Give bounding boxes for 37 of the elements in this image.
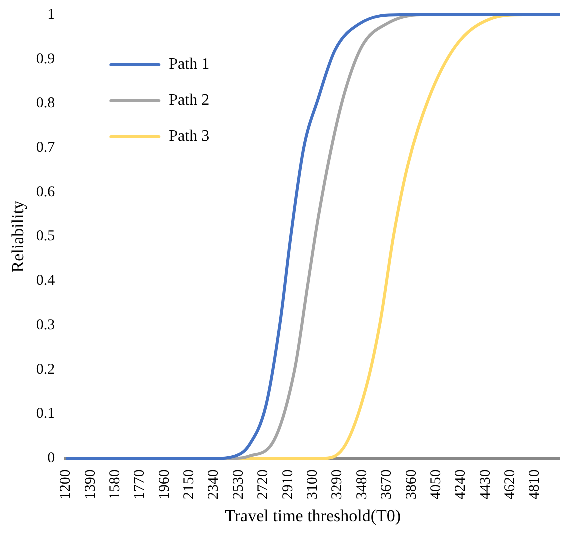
legend-label: Path 1 xyxy=(169,56,210,74)
y-tick-label: 0.3 xyxy=(36,317,56,334)
x-tick-label: 2530 xyxy=(230,470,247,500)
x-tick-label: 4810 xyxy=(527,470,544,500)
x-tick-label: 4430 xyxy=(478,470,494,500)
x-axis-title: Travel time threshold(T0) xyxy=(225,506,402,526)
y-tick-label: 0.4 xyxy=(36,273,56,290)
x-tick-label: 2150 xyxy=(182,470,198,500)
legend-label: Path 3 xyxy=(169,128,210,146)
y-tick-label: 0.8 xyxy=(36,96,56,112)
y-tick-label: 1 xyxy=(48,6,56,23)
x-tick-label: 3670 xyxy=(379,470,396,500)
x-tick-label: 1960 xyxy=(156,470,173,500)
x-tick-label: 3860 xyxy=(404,470,420,500)
x-tick-label: 1770 xyxy=(132,470,148,500)
x-tick-label: 2910 xyxy=(280,470,296,500)
x-tick-label: 3100 xyxy=(305,470,322,500)
x-tick-label: 4240 xyxy=(453,470,470,500)
x-tick-label: 1390 xyxy=(82,470,99,500)
y-axis-title: Reliability xyxy=(8,200,28,273)
x-tick-label: 2720 xyxy=(256,470,272,500)
x-tick-label: 3480 xyxy=(354,470,370,500)
x-tick-label: 4050 xyxy=(428,470,444,500)
legend-label: Path 2 xyxy=(169,92,210,110)
x-tick-label: 3290 xyxy=(330,470,346,500)
x-tick-label: 1200 xyxy=(58,470,74,500)
y-tick-label: 0.6 xyxy=(36,184,56,200)
x-tick-label: 2340 xyxy=(206,470,222,500)
y-tick-label: 0.1 xyxy=(36,406,56,422)
x-tick-label: 4620 xyxy=(502,470,519,500)
y-tick-label: 0.2 xyxy=(36,362,56,378)
line-series xyxy=(64,14,562,460)
x-tick-label: 1580 xyxy=(107,470,124,500)
y-tick-label: 0.5 xyxy=(36,228,56,245)
y-tick-label: 0.9 xyxy=(36,51,56,68)
y-tick-label: 0.7 xyxy=(36,140,56,156)
y-tick-label: 0 xyxy=(48,450,56,467)
